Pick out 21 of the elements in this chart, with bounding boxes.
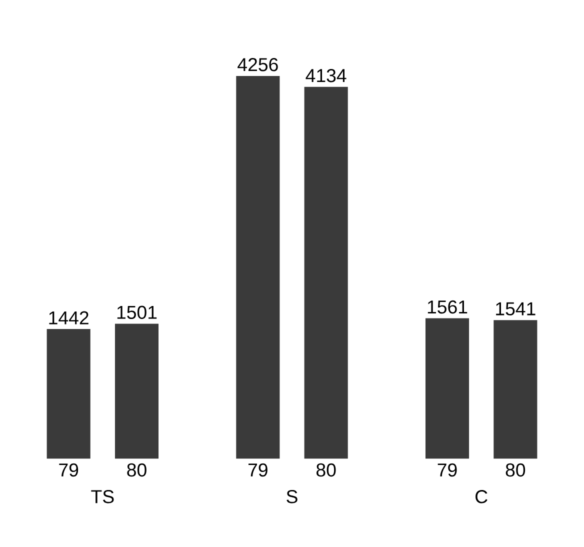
- data-label: 1561: [428, 300, 468, 314]
- series-label: 79: [59, 464, 78, 477]
- text: 79: [438, 464, 457, 477]
- data-label: 1541: [496, 302, 536, 316]
- x-tick-label: TS: [91, 490, 114, 504]
- bar: [114, 324, 159, 459]
- data-label: 4256: [238, 58, 278, 72]
- bar: [494, 320, 538, 459]
- bar: [425, 318, 470, 459]
- text: 80: [506, 464, 526, 477]
- bar: [46, 329, 90, 459]
- series-label: 80: [127, 464, 146, 477]
- bar: [236, 76, 280, 459]
- text: 79: [248, 464, 268, 477]
- data-label: 1442: [49, 311, 88, 324]
- data-label: 4134: [306, 69, 346, 82]
- x-tick-label: C: [476, 490, 488, 504]
- bar: [304, 87, 348, 459]
- x-tick-label: S: [286, 490, 298, 504]
- text: 80: [316, 464, 336, 477]
- data-label: 1501: [117, 306, 157, 320]
